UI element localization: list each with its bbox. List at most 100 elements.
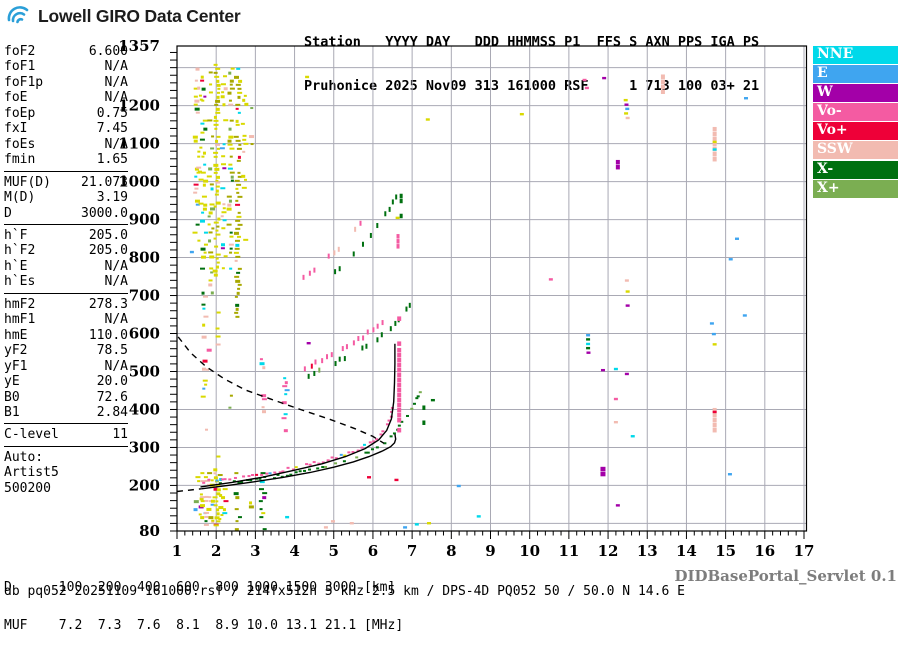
svg-text:500: 500 xyxy=(129,362,160,380)
legend-item-x: X- xyxy=(813,160,898,179)
param-group-divider xyxy=(4,445,128,447)
param-label: hmF1 xyxy=(4,312,36,328)
svg-text:15: 15 xyxy=(715,542,736,560)
param-value: 2.84 xyxy=(96,404,128,420)
param-label: foEp xyxy=(4,105,36,121)
param-row: foF2 6.600 xyxy=(4,44,128,59)
legend-item-e: E xyxy=(813,65,898,84)
param-group-divider xyxy=(4,223,128,225)
parameter-panel: foF2 6.600 foF1 N/A foF1p N/A foE N/A foEp 0.75 fx… xyxy=(4,44,128,496)
param-label: M(D) xyxy=(4,190,36,206)
svg-text:12: 12 xyxy=(598,542,619,560)
svg-text:1200: 1200 xyxy=(118,97,160,115)
svg-text:13: 13 xyxy=(637,542,658,560)
legend-item-x: X+ xyxy=(813,179,898,198)
param-row: MUF(D) 21.073 xyxy=(4,175,128,190)
param-value: N/A xyxy=(104,74,128,90)
svg-text:7: 7 xyxy=(407,542,417,560)
svg-text:400: 400 xyxy=(129,400,160,418)
param-value: 21.073 xyxy=(81,174,128,190)
param-value: 6.600 xyxy=(88,44,128,59)
muf-row: MUF 7.2 7.3 7.6 8.1 8.9 10.0 13.1 21.1 [… xyxy=(4,617,404,633)
param-row: hmF2 278.3 xyxy=(4,297,128,312)
param-value: N/A xyxy=(104,90,128,106)
svg-text:2: 2 xyxy=(211,542,221,560)
svg-text:17: 17 xyxy=(794,542,815,560)
param-row: fmin 1.65 xyxy=(4,152,128,167)
param-row: C-level 11 xyxy=(4,427,128,442)
param-label: foF2 xyxy=(4,44,36,59)
param-row: yF2 78.5 xyxy=(4,343,128,358)
param-label: fmin xyxy=(4,152,36,168)
giro-logo[interactable]: Lowell GIRO Data Center xyxy=(6,3,241,29)
param-label: hmF2 xyxy=(4,296,36,312)
servlet-version-label: DIDBasePortal_Servlet 0.1 xyxy=(674,567,897,585)
param-value: N/A xyxy=(104,258,128,274)
svg-text:14: 14 xyxy=(676,542,697,560)
svg-text:700: 700 xyxy=(129,287,160,305)
svg-text:10: 10 xyxy=(519,542,540,560)
param-label: yF1 xyxy=(4,358,28,374)
param-value: 0.75 xyxy=(96,105,128,121)
param-value: 205.0 xyxy=(88,227,128,243)
param-label: hmE xyxy=(4,327,28,343)
param-value: 1.65 xyxy=(96,152,128,168)
param-label: h`Es xyxy=(4,274,36,290)
station-header-line2: Pruhonice 2025 Nov09 313 161000 RSF 1 71… xyxy=(304,77,760,94)
param-row: M(D) 3.19 xyxy=(4,190,128,205)
param-value: 78.5 xyxy=(96,343,128,359)
giro-logo-icon xyxy=(7,6,29,24)
svg-text:1000: 1000 xyxy=(118,173,160,191)
param-row: foF1 N/A xyxy=(4,59,128,74)
param-label: B1 xyxy=(4,404,20,420)
svg-text:6: 6 xyxy=(368,542,378,560)
app-title: Lowell GIRO Data Center xyxy=(38,5,241,26)
param-label: C-level xyxy=(4,427,59,443)
svg-text:8: 8 xyxy=(446,542,456,560)
param-value: 7.45 xyxy=(96,121,128,137)
echo-direction-legend: NNE E W Vo- Vo+ SSW X- X+ xyxy=(813,46,898,199)
legend-item-w: W xyxy=(813,84,898,103)
param-label: fxI xyxy=(4,121,28,137)
param-row: yF1 N/A xyxy=(4,359,128,374)
param-value: N/A xyxy=(104,358,128,374)
param-value: N/A xyxy=(104,312,128,328)
svg-text:3: 3 xyxy=(250,542,260,560)
param-row: foF1p N/A xyxy=(4,75,128,90)
param-text: 500200 xyxy=(4,480,51,496)
svg-text:80: 80 xyxy=(139,522,160,540)
param-row: B0 72.6 xyxy=(4,390,128,405)
param-value: N/A xyxy=(104,136,128,152)
svg-text:1357: 1357 xyxy=(118,37,160,55)
param-label: h`E xyxy=(4,258,28,274)
param-group-divider xyxy=(4,423,128,425)
distance-row: D 100 200 400 600 800 1000 1500 3000 [km… xyxy=(4,579,396,595)
param-group-divider xyxy=(4,170,128,172)
legend-item-vo: Vo- xyxy=(813,103,898,122)
param-value: 205.0 xyxy=(88,243,128,259)
param-label: yF2 xyxy=(4,343,28,359)
ionogram-plot: 1357120011001000900800700600500400300200… xyxy=(118,37,815,560)
param-label: D xyxy=(4,205,12,221)
param-row: hmF1 N/A xyxy=(4,312,128,327)
svg-text:300: 300 xyxy=(129,438,160,456)
param-row: foEp 0.75 xyxy=(4,106,128,121)
svg-text:200: 200 xyxy=(129,476,160,494)
svg-text:5: 5 xyxy=(329,542,339,560)
svg-text:1100: 1100 xyxy=(118,135,160,153)
measurement-info-line: db pq052 20251109 161000.rsf / 214fx512h… xyxy=(4,584,685,599)
param-value: 3000.0 xyxy=(81,205,128,221)
param-row: yE 20.0 xyxy=(4,374,128,389)
param-label: h`F xyxy=(4,227,28,243)
param-label: foF1 xyxy=(4,59,36,75)
param-value: N/A xyxy=(104,59,128,75)
param-value: 3.19 xyxy=(96,190,128,206)
legend-item-ssw: SSW xyxy=(813,141,898,160)
param-row: h`Es N/A xyxy=(4,274,128,289)
param-row: D 3000.0 xyxy=(4,206,128,221)
param-value: 72.6 xyxy=(96,389,128,405)
param-row: foE N/A xyxy=(4,90,128,105)
param-row: B1 2.84 xyxy=(4,405,128,420)
param-label: foE xyxy=(4,90,28,106)
param-label: foEs xyxy=(4,136,36,152)
